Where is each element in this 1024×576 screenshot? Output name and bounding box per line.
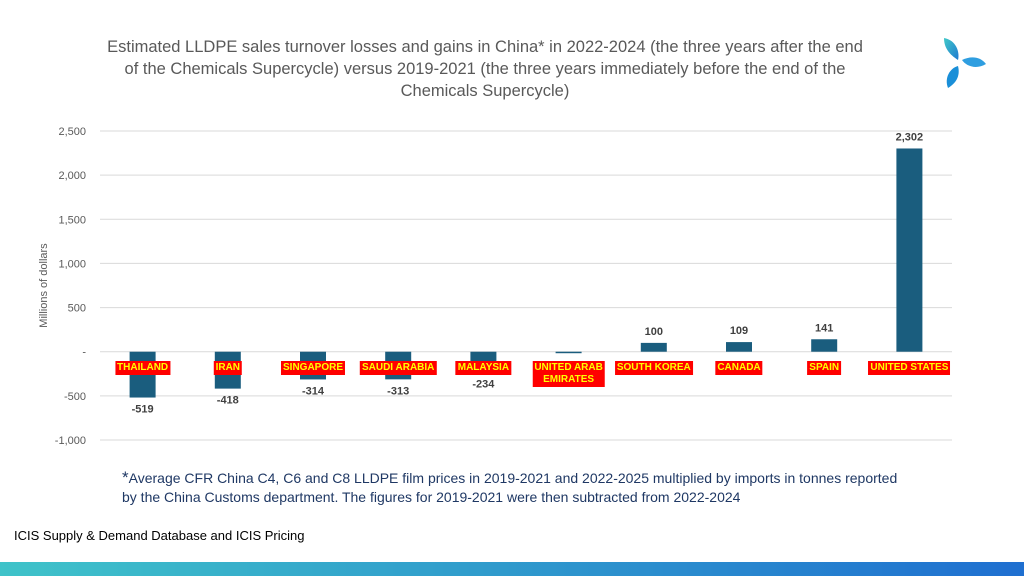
bar: [555, 351, 582, 354]
data-label: 100: [645, 326, 663, 338]
bar: [640, 342, 667, 352]
data-label: -313: [387, 385, 409, 397]
footnote-star: *: [122, 468, 129, 487]
category-label-line: MALAYSIA: [457, 361, 510, 373]
icis-logo-icon: [944, 38, 986, 88]
category-label: IRAN: [213, 360, 243, 375]
data-label: 109: [730, 325, 748, 337]
category-label-line: UNITED ARAB: [534, 361, 603, 373]
data-label: -418: [217, 395, 239, 407]
y-tick-label: -: [82, 347, 86, 359]
category-label-line: SPAIN: [809, 361, 840, 373]
chart-title: Estimated LLDPE sales turnover losses an…: [107, 38, 863, 100]
category-label: UNITED STATES: [868, 360, 951, 375]
category-label-line: EMIRATES: [543, 373, 595, 385]
y-tick-label: -500: [64, 391, 86, 403]
data-label: 2,302: [896, 131, 924, 143]
footnote: *Average CFR China C4, C6 and C8 LLDPE f…: [122, 468, 912, 507]
bar: [726, 342, 752, 352]
category-label-line: UNITED STATES: [870, 361, 949, 373]
bar: [896, 148, 923, 352]
bottom-gradient-bar: [0, 562, 1024, 576]
y-tick-label: 1,500: [58, 214, 86, 226]
category-label: SINGAPORE: [280, 360, 346, 375]
y-tick-label: 2,000: [58, 170, 86, 182]
data-label: -519: [132, 404, 154, 416]
category-label-line: SAUDI ARABIA: [361, 361, 435, 373]
category-label: CANADA: [715, 360, 763, 375]
y-tick-label: 1,000: [58, 258, 86, 270]
category-label-line: CANADA: [717, 361, 761, 373]
category-label-line: SOUTH KOREA: [616, 361, 691, 373]
category-label: SOUTH KOREA: [614, 360, 693, 375]
y-tick-label: 500: [68, 303, 86, 315]
source-text: ICIS Supply & Demand Database and ICIS P…: [14, 528, 305, 543]
category-label-line: SINGAPORE: [282, 361, 344, 373]
category-label: MALAYSIA: [455, 360, 512, 375]
data-label: -234: [472, 378, 495, 390]
category-label: SAUDI ARABIA: [359, 360, 437, 375]
y-tick-label: -1,000: [55, 435, 86, 447]
data-label: 141: [815, 322, 833, 334]
category-label: UNITED ARAB EMIRATES: [532, 360, 605, 387]
y-tick-label: 2,500: [58, 126, 86, 138]
bar: [811, 339, 838, 352]
category-label-line: IRAN: [215, 361, 241, 373]
category-label-line: THAILAND: [117, 361, 169, 373]
y-axis-label: Millions of dollars: [38, 243, 50, 328]
category-label: THAILAND: [115, 360, 171, 375]
category-label: SPAIN: [807, 360, 842, 375]
footnote-text: Average CFR China C4, C6 and C8 LLDPE fi…: [122, 470, 898, 505]
data-label: -314: [302, 385, 325, 397]
